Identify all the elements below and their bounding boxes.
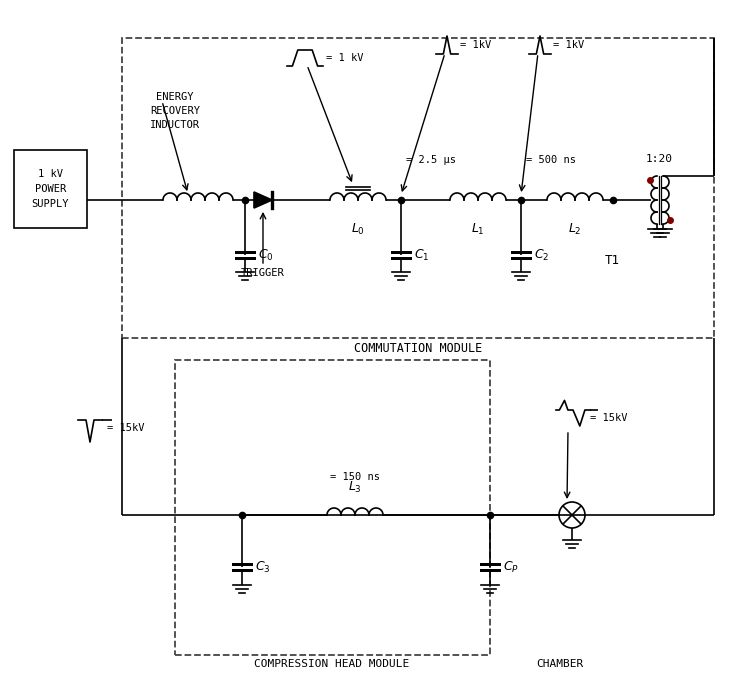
Text: TRIGGER: TRIGGER xyxy=(241,268,285,278)
Text: = 2.5 μs: = 2.5 μs xyxy=(406,155,456,165)
Bar xyxy=(14,150,87,228)
Text: = 500 ns: = 500 ns xyxy=(526,155,576,165)
Bar xyxy=(122,38,714,338)
Bar xyxy=(175,360,490,655)
Text: ENERGY
RECOVERY
INDUCTOR: ENERGY RECOVERY INDUCTOR xyxy=(150,92,200,130)
Text: COMPRESSION HEAD MODULE: COMPRESSION HEAD MODULE xyxy=(254,659,409,669)
Text: COMMUTATION MODULE: COMMUTATION MODULE xyxy=(354,342,482,355)
Text: T1: T1 xyxy=(604,253,620,266)
Text: 1 kV
POWER
SUPPLY: 1 kV POWER SUPPLY xyxy=(32,169,69,209)
Text: $L_1$: $L_1$ xyxy=(471,222,485,237)
Text: = 15kV: = 15kV xyxy=(590,413,628,423)
Text: 1:20: 1:20 xyxy=(645,154,673,164)
Text: = 1kV: = 1kV xyxy=(553,40,584,50)
Text: = 15kV: = 15kV xyxy=(107,423,145,433)
Text: = 150 ns: = 150 ns xyxy=(330,472,380,482)
Text: = 1 kV: = 1 kV xyxy=(326,53,364,63)
Text: $L_0$: $L_0$ xyxy=(351,222,365,237)
Text: $C_2$: $C_2$ xyxy=(534,248,549,263)
Text: $L_2$: $L_2$ xyxy=(568,222,582,237)
Text: = 1kV: = 1kV xyxy=(460,40,491,50)
Text: $L_3$: $L_3$ xyxy=(348,480,362,495)
Text: $C_0$: $C_0$ xyxy=(258,248,273,263)
Text: $C_3$: $C_3$ xyxy=(255,560,270,575)
Text: $C_P$: $C_P$ xyxy=(503,560,519,575)
Text: CHAMBER: CHAMBER xyxy=(537,659,584,669)
Polygon shape xyxy=(254,192,272,208)
Text: $C_1$: $C_1$ xyxy=(414,248,429,263)
